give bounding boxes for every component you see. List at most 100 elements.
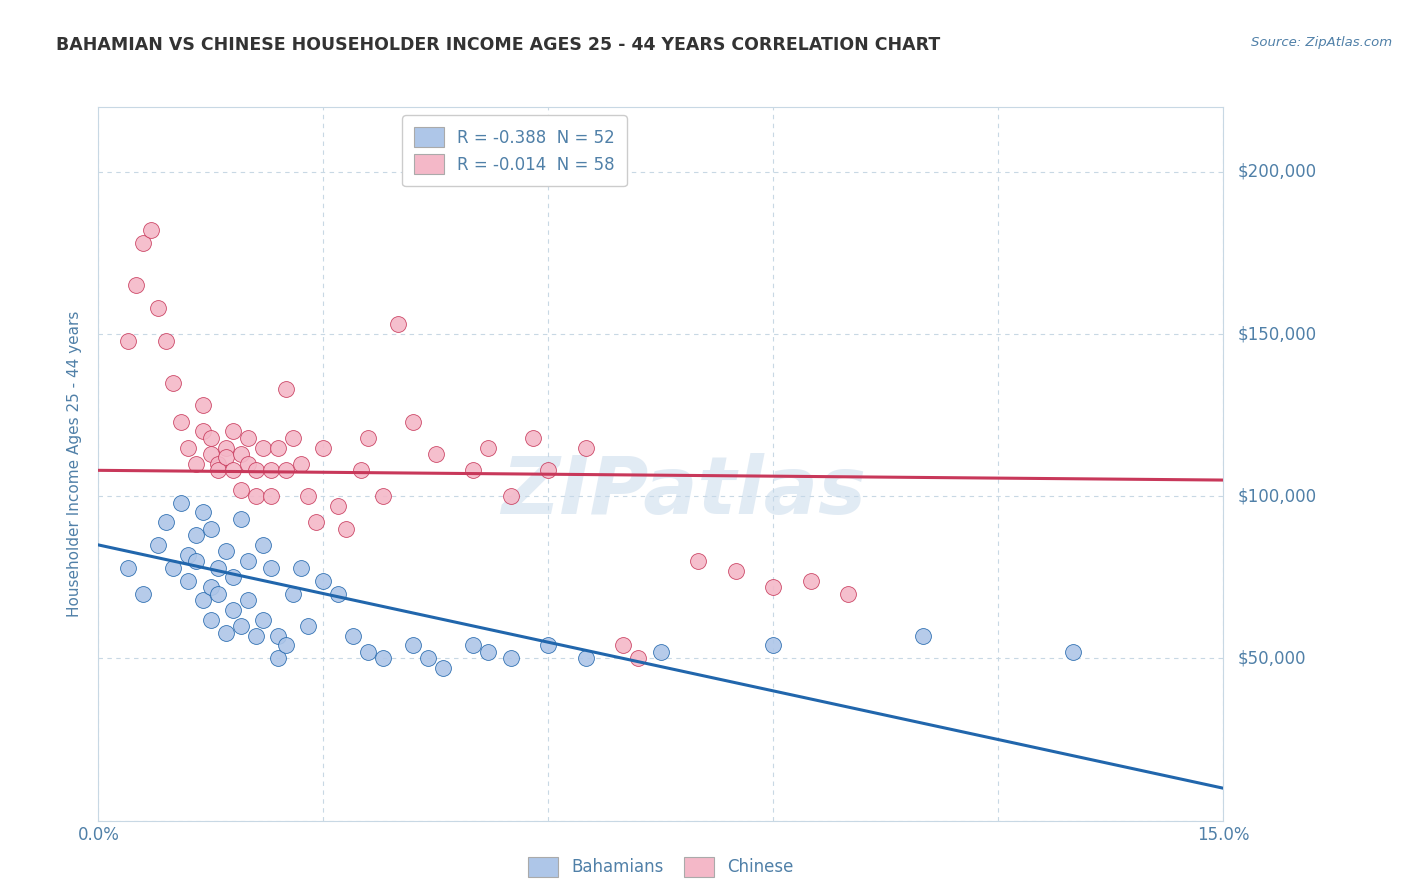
Point — [1062, 645, 1084, 659]
Point — [274, 382, 297, 396]
Point — [245, 629, 267, 643]
Point — [170, 496, 193, 510]
Point — [575, 651, 598, 665]
Point — [207, 463, 229, 477]
Point — [200, 580, 222, 594]
Point — [222, 425, 245, 439]
Text: $150,000: $150,000 — [1237, 325, 1316, 343]
Point — [387, 318, 409, 332]
Point — [215, 441, 238, 455]
Point — [800, 574, 823, 588]
Point — [229, 512, 252, 526]
Point — [260, 560, 283, 574]
Text: $100,000: $100,000 — [1237, 487, 1316, 505]
Point — [328, 586, 350, 600]
Point — [215, 450, 238, 465]
Point — [148, 301, 170, 315]
Point — [222, 603, 245, 617]
Point — [477, 441, 499, 455]
Point — [305, 515, 328, 529]
Y-axis label: Householder Income Ages 25 - 44 years: Householder Income Ages 25 - 44 years — [67, 310, 83, 617]
Text: $50,000: $50,000 — [1237, 649, 1306, 667]
Point — [252, 538, 274, 552]
Point — [290, 457, 312, 471]
Point — [837, 586, 859, 600]
Point — [402, 415, 425, 429]
Point — [117, 334, 139, 348]
Point — [274, 639, 297, 653]
Text: Source: ZipAtlas.com: Source: ZipAtlas.com — [1251, 36, 1392, 49]
Point — [155, 515, 177, 529]
Point — [274, 463, 297, 477]
Point — [762, 639, 785, 653]
Point — [215, 544, 238, 558]
Point — [537, 639, 560, 653]
Point — [184, 457, 207, 471]
Point — [290, 560, 312, 574]
Legend: Bahamians, Chinese: Bahamians, Chinese — [522, 850, 800, 884]
Point — [215, 625, 238, 640]
Point — [312, 441, 335, 455]
Point — [162, 376, 184, 390]
Point — [912, 629, 935, 643]
Point — [537, 463, 560, 477]
Point — [148, 538, 170, 552]
Point — [229, 483, 252, 497]
Point — [283, 431, 305, 445]
Point — [229, 619, 252, 633]
Point — [170, 415, 193, 429]
Point — [117, 560, 139, 574]
Point — [193, 593, 215, 607]
Point — [373, 489, 395, 503]
Point — [499, 651, 522, 665]
Point — [222, 463, 245, 477]
Point — [207, 457, 229, 471]
Point — [335, 522, 357, 536]
Point — [238, 431, 260, 445]
Point — [245, 463, 267, 477]
Point — [193, 506, 215, 520]
Point — [200, 431, 222, 445]
Point — [612, 639, 634, 653]
Point — [267, 651, 290, 665]
Point — [132, 236, 155, 251]
Point — [418, 651, 440, 665]
Point — [522, 431, 544, 445]
Point — [357, 431, 380, 445]
Point — [762, 580, 785, 594]
Point — [267, 629, 290, 643]
Point — [238, 457, 260, 471]
Point — [260, 463, 283, 477]
Point — [297, 619, 319, 633]
Point — [688, 554, 710, 568]
Point — [283, 586, 305, 600]
Point — [342, 629, 364, 643]
Point — [200, 613, 222, 627]
Point — [177, 441, 200, 455]
Point — [193, 399, 215, 413]
Point — [477, 645, 499, 659]
Point — [177, 548, 200, 562]
Point — [267, 441, 290, 455]
Point — [245, 489, 267, 503]
Point — [724, 564, 747, 578]
Point — [184, 528, 207, 542]
Point — [373, 651, 395, 665]
Point — [350, 463, 373, 477]
Text: ZIPatlas: ZIPatlas — [501, 453, 866, 532]
Point — [132, 586, 155, 600]
Point — [463, 639, 485, 653]
Point — [297, 489, 319, 503]
Point — [650, 645, 672, 659]
Point — [177, 574, 200, 588]
Point — [575, 441, 598, 455]
Point — [328, 499, 350, 513]
Point — [260, 489, 283, 503]
Point — [402, 639, 425, 653]
Point — [184, 554, 207, 568]
Point — [222, 570, 245, 584]
Point — [162, 560, 184, 574]
Point — [200, 522, 222, 536]
Point — [252, 613, 274, 627]
Point — [125, 278, 148, 293]
